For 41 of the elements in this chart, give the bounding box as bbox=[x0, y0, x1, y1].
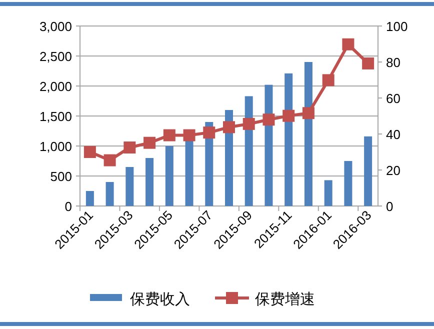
point bbox=[223, 121, 235, 134]
legend-label: 保费增速 bbox=[255, 291, 315, 308]
bar bbox=[165, 146, 174, 206]
bar bbox=[126, 167, 134, 206]
y2-tick-label: 40 bbox=[386, 127, 400, 142]
point bbox=[262, 114, 275, 126]
bar bbox=[364, 136, 372, 206]
bar bbox=[284, 73, 293, 206]
y2-tick-label: 0 bbox=[386, 199, 394, 214]
y2-tick-label: 100 bbox=[386, 19, 408, 34]
bar bbox=[86, 191, 94, 206]
y-tick-label: 3,000 bbox=[39, 19, 72, 34]
point bbox=[183, 129, 196, 142]
y-tick-label: 0 bbox=[64, 199, 72, 214]
point bbox=[362, 57, 374, 70]
point bbox=[84, 146, 96, 158]
bar bbox=[106, 182, 114, 206]
point bbox=[163, 129, 176, 142]
y-tick-label: 1,000 bbox=[39, 139, 72, 154]
y2-tick-label: 60 bbox=[386, 91, 400, 106]
point bbox=[242, 118, 255, 130]
bar bbox=[324, 180, 332, 206]
bar bbox=[264, 84, 273, 206]
point bbox=[203, 126, 216, 139]
point bbox=[144, 136, 156, 149]
point bbox=[104, 154, 116, 166]
point bbox=[322, 74, 334, 86]
y2-tick-label: 80 bbox=[386, 55, 400, 70]
y-tick-label: 500 bbox=[50, 169, 72, 184]
y-tick-label: 2,000 bbox=[39, 79, 72, 94]
y-tick-label: 2,500 bbox=[39, 49, 72, 64]
y2-tick-label: 20 bbox=[386, 163, 400, 178]
point bbox=[282, 110, 295, 122]
bar bbox=[344, 161, 352, 206]
bar bbox=[185, 140, 194, 206]
point bbox=[302, 107, 314, 120]
bar bbox=[146, 158, 154, 206]
legend-label: 保费收入 bbox=[130, 291, 190, 308]
y-tick-label: 1,500 bbox=[39, 109, 72, 124]
point bbox=[342, 38, 354, 50]
point bbox=[124, 142, 136, 154]
